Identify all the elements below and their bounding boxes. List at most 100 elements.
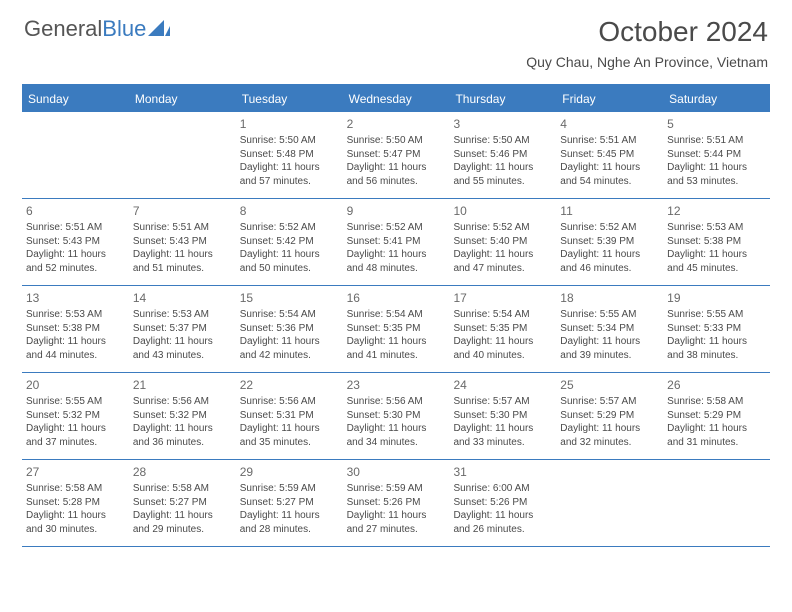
day-sunset: Sunset: 5:48 PM <box>240 148 339 162</box>
day-number: 14 <box>133 290 232 306</box>
day-sunset: Sunset: 5:29 PM <box>560 409 659 423</box>
day-daylight1: Daylight: 11 hours <box>240 422 339 436</box>
day-sunset: Sunset: 5:33 PM <box>667 322 766 336</box>
day-number: 13 <box>26 290 125 306</box>
day-cell <box>556 460 663 546</box>
day-header-sunday: Sunday <box>22 86 129 112</box>
day-sunset: Sunset: 5:43 PM <box>133 235 232 249</box>
day-sunrise: Sunrise: 6:00 AM <box>453 482 552 496</box>
logo-sail-icon <box>148 16 170 42</box>
day-sunrise: Sunrise: 5:55 AM <box>26 395 125 409</box>
day-daylight1: Daylight: 11 hours <box>240 335 339 349</box>
day-number: 28 <box>133 464 232 480</box>
day-daylight1: Daylight: 11 hours <box>240 161 339 175</box>
day-daylight1: Daylight: 11 hours <box>347 248 446 262</box>
day-number: 4 <box>560 116 659 132</box>
logo: GeneralBlue <box>24 16 170 42</box>
day-daylight2: and 56 minutes. <box>347 175 446 189</box>
day-sunrise: Sunrise: 5:52 AM <box>347 221 446 235</box>
day-cell: 14Sunrise: 5:53 AMSunset: 5:37 PMDayligh… <box>129 286 236 372</box>
day-number: 5 <box>667 116 766 132</box>
day-daylight1: Daylight: 11 hours <box>453 422 552 436</box>
day-daylight1: Daylight: 11 hours <box>347 161 446 175</box>
day-number: 2 <box>347 116 446 132</box>
day-number: 12 <box>667 203 766 219</box>
day-cell: 13Sunrise: 5:53 AMSunset: 5:38 PMDayligh… <box>22 286 129 372</box>
day-sunrise: Sunrise: 5:50 AM <box>453 134 552 148</box>
day-header-thursday: Thursday <box>449 86 556 112</box>
day-daylight2: and 34 minutes. <box>347 436 446 450</box>
day-cell: 1Sunrise: 5:50 AMSunset: 5:48 PMDaylight… <box>236 112 343 198</box>
day-sunrise: Sunrise: 5:58 AM <box>26 482 125 496</box>
day-sunset: Sunset: 5:45 PM <box>560 148 659 162</box>
day-number: 30 <box>347 464 446 480</box>
day-sunrise: Sunrise: 5:59 AM <box>240 482 339 496</box>
day-daylight1: Daylight: 11 hours <box>240 248 339 262</box>
day-sunset: Sunset: 5:28 PM <box>26 496 125 510</box>
day-cell: 10Sunrise: 5:52 AMSunset: 5:40 PMDayligh… <box>449 199 556 285</box>
day-sunrise: Sunrise: 5:52 AM <box>560 221 659 235</box>
day-sunrise: Sunrise: 5:55 AM <box>560 308 659 322</box>
day-header-monday: Monday <box>129 86 236 112</box>
day-sunset: Sunset: 5:26 PM <box>453 496 552 510</box>
title-block: October 2024 Quy Chau, Nghe An Province,… <box>526 16 768 70</box>
day-sunset: Sunset: 5:39 PM <box>560 235 659 249</box>
day-number: 31 <box>453 464 552 480</box>
day-cell: 16Sunrise: 5:54 AMSunset: 5:35 PMDayligh… <box>343 286 450 372</box>
day-daylight2: and 52 minutes. <box>26 262 125 276</box>
day-cell: 27Sunrise: 5:58 AMSunset: 5:28 PMDayligh… <box>22 460 129 546</box>
day-daylight1: Daylight: 11 hours <box>453 161 552 175</box>
day-cell: 5Sunrise: 5:51 AMSunset: 5:44 PMDaylight… <box>663 112 770 198</box>
day-number: 9 <box>347 203 446 219</box>
day-sunrise: Sunrise: 5:56 AM <box>240 395 339 409</box>
logo-text-general: General <box>24 16 102 42</box>
day-sunset: Sunset: 5:43 PM <box>26 235 125 249</box>
day-cell: 25 Sunrise: 5:57 AMSunset: 5:29 PMDayligh… <box>556 373 663 459</box>
day-daylight2: and 45 minutes. <box>667 262 766 276</box>
day-sunset: Sunset: 5:47 PM <box>347 148 446 162</box>
day-sunrise: Sunrise: 5:51 AM <box>667 134 766 148</box>
day-sunrise: Sunrise: 5:53 AM <box>667 221 766 235</box>
day-sunrise: Sunrise: 5:52 AM <box>453 221 552 235</box>
day-sunset: Sunset: 5:38 PM <box>667 235 766 249</box>
day-number: 15 <box>240 290 339 306</box>
day-daylight2: and 54 minutes. <box>560 175 659 189</box>
day-number: 16 <box>347 290 446 306</box>
day-cell: 19Sunrise: 5:55 AMSunset: 5:33 PMDayligh… <box>663 286 770 372</box>
day-daylight2: and 41 minutes. <box>347 349 446 363</box>
day-sunset: Sunset: 5:29 PM <box>667 409 766 423</box>
day-number: 8 <box>240 203 339 219</box>
day-cell: 26Sunrise: 5:58 AMSunset: 5:29 PMDayligh… <box>663 373 770 459</box>
day-cell <box>129 112 236 198</box>
day-number: 3 <box>453 116 552 132</box>
day-sunrise: Sunrise: 5:55 AM <box>667 308 766 322</box>
day-cell <box>663 460 770 546</box>
week-row: 1Sunrise: 5:50 AMSunset: 5:48 PMDaylight… <box>22 112 770 199</box>
day-sunset: Sunset: 5:27 PM <box>240 496 339 510</box>
day-daylight2: and 28 minutes. <box>240 523 339 537</box>
day-daylight2: and 38 minutes. <box>667 349 766 363</box>
week-row: 13Sunrise: 5:53 AMSunset: 5:38 PMDayligh… <box>22 286 770 373</box>
day-cell: 28Sunrise: 5:58 AMSunset: 5:27 PMDayligh… <box>129 460 236 546</box>
day-header-tuesday: Tuesday <box>236 86 343 112</box>
day-number: 29 <box>240 464 339 480</box>
day-daylight1: Daylight: 11 hours <box>453 509 552 523</box>
day-sunrise: Sunrise: 5:57 AM <box>453 395 552 409</box>
day-daylight1: Daylight: 11 hours <box>560 422 659 436</box>
week-row: 20Sunrise: 5:55 AMSunset: 5:32 PMDayligh… <box>22 373 770 460</box>
day-number: 25 <box>560 377 659 393</box>
week-row: 6Sunrise: 5:51 AMSunset: 5:43 PMDaylight… <box>22 199 770 286</box>
day-sunrise: Sunrise: 5:57 AM <box>560 395 659 409</box>
day-daylight1: Daylight: 11 hours <box>133 248 232 262</box>
day-daylight2: and 46 minutes. <box>560 262 659 276</box>
day-daylight2: and 57 minutes. <box>240 175 339 189</box>
day-sunrise: Sunrise: 5:50 AM <box>347 134 446 148</box>
day-header-saturday: Saturday <box>663 86 770 112</box>
day-sunset: Sunset: 5:46 PM <box>453 148 552 162</box>
day-daylight1: Daylight: 11 hours <box>667 335 766 349</box>
day-sunset: Sunset: 5:32 PM <box>26 409 125 423</box>
day-sunset: Sunset: 5:42 PM <box>240 235 339 249</box>
day-sunset: Sunset: 5:32 PM <box>133 409 232 423</box>
day-cell: 9Sunrise: 5:52 AMSunset: 5:41 PMDaylight… <box>343 199 450 285</box>
day-daylight1: Daylight: 11 hours <box>560 248 659 262</box>
